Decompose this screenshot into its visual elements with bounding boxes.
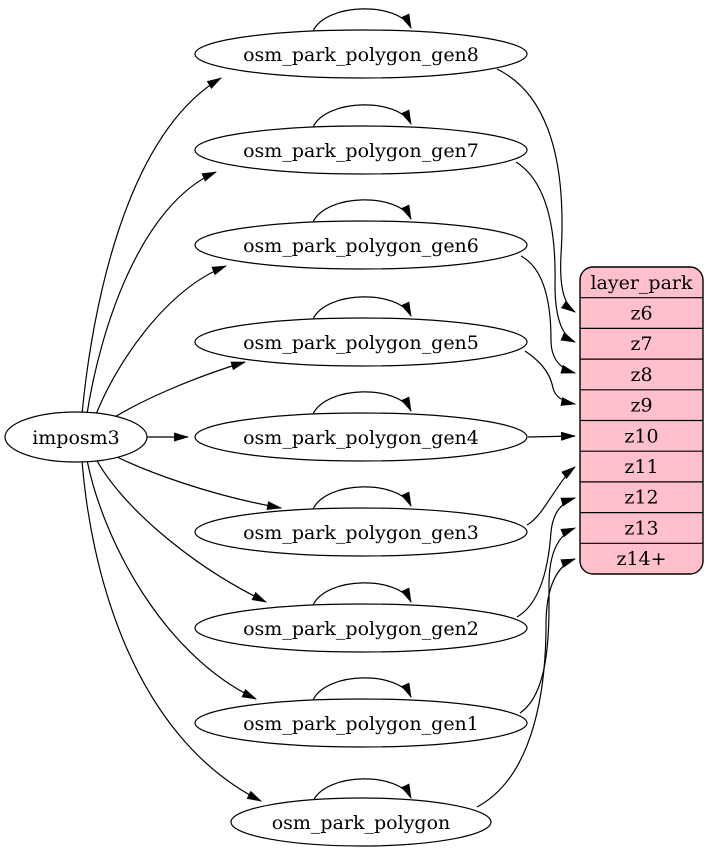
node-osm-park-polygon-gen5: osm_park_polygon_gen5 [194,317,528,367]
edge-gen1-z13 [519,527,576,714]
row-z13: z13 [624,517,658,539]
edge-imposm3-gen2 [94,456,267,603]
self-loop-gen4 [312,391,412,415]
self-loop-gen6 [312,199,412,223]
row-z8: z8 [630,364,652,386]
gen6-label: osm_park_polygon_gen6 [243,235,479,257]
edge-gen6-z8 [520,255,577,374]
edge-gen3-z11 [526,466,576,526]
base-ellipse [230,797,492,847]
gen8-label: osm_park_polygon_gen8 [243,44,479,66]
gen7-label: osm_park_polygon_gen7 [243,140,479,162]
edge-imposm3-gen6 [94,265,227,418]
node-osm-park-polygon-gen2: osm_park_polygon_gen2 [194,603,528,653]
self-loop-gen2 [312,582,412,606]
self-loop-gen8 [312,8,412,32]
edges-from-imposm3 [81,77,283,802]
row-z12: z12 [624,487,658,509]
edge-imposm3-base [81,459,262,802]
row-z9: z9 [630,395,652,417]
row-z6: z6 [630,303,652,325]
gen2-label: osm_park_polygon_gen2 [243,618,479,640]
self-loop-gen1 [312,677,412,701]
edges-to-layer [476,68,577,808]
self-loop-gen7 [312,104,412,128]
gen5-label: osm_park_polygon_gen5 [243,332,479,354]
gen3-ellipse [194,507,528,557]
edge-gen2-z12 [516,497,577,618]
imposm3-label: imposm3 [32,427,120,449]
edge-imposm3-gen5 [106,361,247,423]
gen6-ellipse [194,220,528,270]
self-loop-base [312,778,412,802]
node-osm-park-polygon-gen6: osm_park_polygon_gen6 [194,220,528,270]
node-osm-park-polygon-gen3: osm_park_polygon_gen3 [194,507,528,557]
gen7-ellipse [194,125,528,175]
layer-park-header: layer_park [590,272,693,294]
edge-base-z14 [476,558,577,808]
gen1-label: osm_park_polygon_gen1 [243,713,479,735]
self-loops [312,8,412,802]
edge-gen8-z6 [496,68,576,313]
node-imposm3: imposm3 [4,411,148,463]
edge-gen5-z9 [524,350,577,406]
node-osm-park-polygon-gen8: osm_park_polygon_gen8 [194,29,528,79]
edge-imposm3-gen1 [86,459,257,700]
imposm3-ellipse [4,411,148,463]
row-z7: z7 [630,333,652,355]
self-loop-gen5 [312,296,412,320]
edge-imposm3-gen7 [86,171,217,415]
row-z11: z11 [624,456,658,478]
gen4-ellipse [194,412,528,462]
row-z10: z10 [624,425,658,447]
self-loop-gen3 [312,486,412,510]
node-osm-park-polygon: osm_park_polygon [230,797,492,847]
edge-imposm3-gen8 [81,77,222,415]
node-osm-park-polygon-gen4: osm_park_polygon_gen4 [194,412,528,462]
row-z14: z14+ [616,548,666,570]
node-osm-park-polygon-gen7: osm_park_polygon_gen7 [194,125,528,175]
gen1-ellipse [194,698,528,748]
edge-gen4-z10 [527,431,577,441]
base-label: osm_park_polygon [272,812,451,834]
gen5-ellipse [194,317,528,367]
layer-park-table: layer_park z6 z7 z8 z9 z10 z11 z12 z13 z… [579,266,704,575]
edge-gen7-z7 [515,161,576,343]
edge-imposm3-gen3 [106,451,283,511]
gen3-label: osm_park_polygon_gen3 [243,522,479,544]
gen8-ellipse [194,29,528,79]
gen2-ellipse [194,603,528,653]
gen4-label: osm_park_polygon_gen4 [243,427,479,449]
node-osm-park-polygon-gen1: osm_park_polygon_gen1 [194,698,528,748]
